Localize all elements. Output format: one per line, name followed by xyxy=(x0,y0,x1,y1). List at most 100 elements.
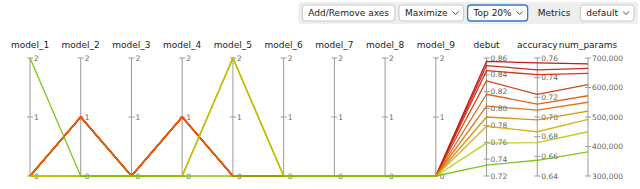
series-line xyxy=(30,58,588,176)
axis-label: model_5 xyxy=(214,40,252,50)
tick-mark xyxy=(534,117,540,118)
toolbar-item: Add/Remove axes xyxy=(302,5,395,21)
tick-label: 2 xyxy=(237,54,242,63)
tick-label: 1 xyxy=(389,113,394,122)
axis-label: accuracy xyxy=(517,40,558,50)
tick-label: 700,000 xyxy=(592,54,623,63)
tick-label: 0.72 xyxy=(491,172,508,181)
dropdown-chevron xyxy=(623,12,629,15)
tick-mark xyxy=(331,58,337,59)
tick-mark xyxy=(433,58,439,59)
series-line xyxy=(30,58,588,176)
tick-label: 0.82 xyxy=(491,87,508,96)
tick-label: 500,000 xyxy=(592,113,623,122)
tick-mark xyxy=(382,58,388,59)
tick-label: 1 xyxy=(135,113,140,122)
tick-mark xyxy=(78,58,84,59)
series-line xyxy=(30,58,588,176)
toolbar-item: Maximize xyxy=(399,5,464,21)
toolbar: Add/Remove axes Maximize Top 20% Metrics def… xyxy=(298,2,638,24)
axis-label: model_7 xyxy=(315,40,353,50)
tick-label: 2 xyxy=(288,54,293,63)
axis-label: debut xyxy=(473,40,500,50)
tick-label: 1 xyxy=(338,113,343,122)
tick-label: 0.80 xyxy=(491,104,508,113)
axis-label: model_8 xyxy=(366,40,405,50)
tick-mark xyxy=(585,176,591,177)
tick-label: 400,000 xyxy=(592,142,623,151)
tick-mark xyxy=(433,117,439,118)
series-line xyxy=(30,66,588,176)
tick-label: 0.76 xyxy=(541,54,558,63)
toolbar-background xyxy=(298,2,638,24)
tick-mark xyxy=(281,58,287,59)
toolbar-item: Top 20% xyxy=(468,5,528,21)
tick-label: 2 xyxy=(85,54,90,63)
tick-label: 1 xyxy=(288,113,293,122)
tick-label: 300,000 xyxy=(592,172,623,181)
toolbar-button xyxy=(580,5,634,21)
tick-label: 1 xyxy=(85,113,90,122)
tick-label: 2 xyxy=(34,54,39,63)
annotation: Maximize xyxy=(405,8,448,18)
tick-label: 1 xyxy=(186,113,191,122)
tick-label: 0.74 xyxy=(491,155,508,164)
tick-label: 2 xyxy=(338,54,343,63)
tick-mark xyxy=(534,97,540,98)
axis-label: model_9 xyxy=(417,40,456,50)
axis-label: num_params xyxy=(559,40,618,50)
toolbar-button xyxy=(399,5,464,21)
toolbar-item: Metrics xyxy=(538,8,571,18)
annotation: Metrics xyxy=(538,8,571,18)
tick-mark xyxy=(179,58,185,59)
tick-mark xyxy=(484,176,490,177)
tick-mark xyxy=(585,117,591,118)
tick-mark xyxy=(230,117,236,118)
annotation: default xyxy=(586,8,618,18)
axis-label: model_6 xyxy=(265,40,304,50)
tick-mark xyxy=(534,77,540,78)
tick-label: 1 xyxy=(34,113,39,122)
series-line xyxy=(30,58,588,176)
series-line xyxy=(30,102,588,176)
tick-mark xyxy=(484,58,490,59)
tick-mark xyxy=(27,117,33,118)
tick-label: 600,000 xyxy=(592,83,623,92)
tick-mark xyxy=(128,117,134,118)
tick-mark xyxy=(534,176,540,177)
tick-label: 2 xyxy=(440,54,445,63)
tick-label: 0.64 xyxy=(541,172,558,181)
tick-label: 2 xyxy=(135,54,140,63)
series-line xyxy=(30,61,588,176)
series-line xyxy=(30,71,588,176)
axis-label: model_1 xyxy=(11,40,49,50)
tick-mark xyxy=(585,87,591,88)
axis-label: model_2 xyxy=(62,40,100,50)
tick-label: 1 xyxy=(237,113,242,122)
annotation: Top 20% xyxy=(473,8,513,18)
tick-mark xyxy=(281,117,287,118)
axis-label: model_4 xyxy=(163,40,202,50)
axis-label: model_3 xyxy=(112,40,150,50)
tick-label: 2 xyxy=(186,54,191,63)
tick-label: 1 xyxy=(440,113,445,122)
tick-label: 0.72 xyxy=(541,93,558,102)
dropdown-chevron xyxy=(517,12,523,15)
tick-mark xyxy=(585,58,591,59)
tick-mark xyxy=(534,156,540,157)
tick-mark xyxy=(484,159,490,160)
tick-mark xyxy=(585,146,591,147)
chart: model_1012model_2012model_3012model_4012… xyxy=(0,0,640,189)
tick-mark xyxy=(382,117,388,118)
tick-mark xyxy=(484,91,490,92)
tick-mark xyxy=(534,136,540,137)
toolbar-button xyxy=(302,5,395,21)
lines xyxy=(30,58,588,176)
axes: model_1012model_2012model_3012model_4012… xyxy=(11,40,623,181)
dropdown-chevron xyxy=(453,12,459,15)
tick-mark xyxy=(128,58,134,59)
tick-label: 2 xyxy=(389,54,394,63)
tick-mark xyxy=(534,58,540,59)
toolbar-item: default xyxy=(580,5,634,21)
annotation: Add/Remove axes xyxy=(308,8,389,18)
